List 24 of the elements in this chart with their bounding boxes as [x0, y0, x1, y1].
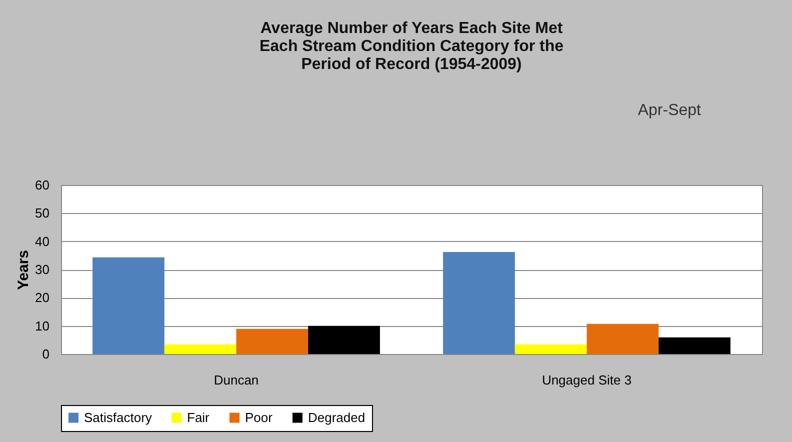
bar	[236, 328, 308, 354]
legend-label: Satisfactory	[84, 410, 152, 425]
x-tick-label: Ungaged Site 3	[542, 372, 632, 388]
bar	[658, 337, 730, 354]
y-tick-label: 30	[35, 262, 50, 277]
legend-label: Degraded	[308, 410, 366, 425]
y-axis-title: Years	[15, 250, 32, 290]
bar	[586, 324, 659, 354]
y-tick-label: 40	[35, 234, 50, 249]
legend-label: Fair	[187, 410, 210, 425]
text: Apr-Sept	[638, 102, 702, 119]
x-tick-label: Duncan	[214, 372, 259, 388]
bar	[164, 344, 236, 354]
bar	[514, 344, 587, 354]
y-tick-label: 20	[35, 290, 50, 306]
chart-title: Average Number of Years Each Site Met Each Stream Condition Category for the Period of Record (1954-2009)	[259, 20, 564, 73]
y-tick-label: 10	[35, 318, 50, 334]
y-tick-label: 60	[35, 178, 50, 192]
y-tick-label: 50	[35, 206, 50, 221]
bar	[443, 252, 515, 354]
y-tick-label: 0	[42, 346, 50, 362]
bar	[92, 257, 164, 354]
bar	[308, 326, 380, 354]
legend-label: Poor	[245, 410, 274, 425]
